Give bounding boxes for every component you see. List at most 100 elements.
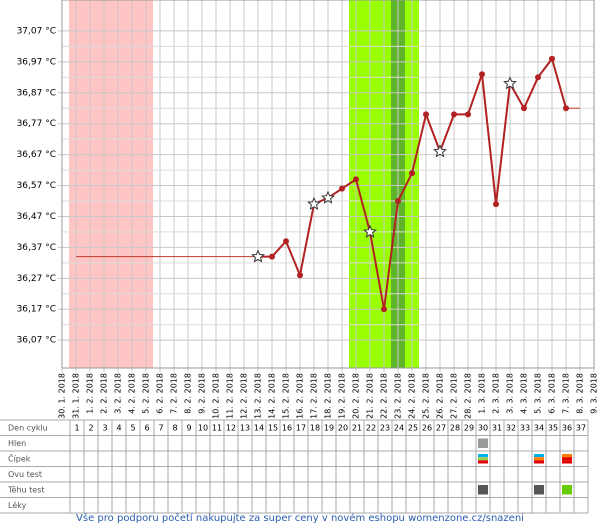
point	[395, 198, 401, 205]
day-number: 31	[492, 423, 502, 432]
day-number: 14	[254, 423, 264, 432]
footer: Vše pro podporu početí nakupujte za supe…	[76, 512, 524, 524]
day-number: 9	[186, 423, 191, 432]
day-number: 4	[116, 423, 121, 432]
day-number: 30	[478, 423, 488, 432]
x-tick-label: 15. 2. 2018	[282, 373, 291, 419]
day-number: 8	[172, 423, 177, 432]
x-tick-label: 25. 2. 2018	[422, 373, 431, 419]
table-icon	[562, 457, 572, 461]
y-tick-label: 36,47 °C	[17, 212, 56, 222]
x-tick-label: 21. 2. 2018	[366, 373, 375, 419]
day-number: 28	[450, 423, 460, 432]
x-tick-label: 1. 3. 2018	[478, 373, 487, 414]
x-tick-label: 12. 2. 2018	[240, 373, 249, 419]
day-number: 36	[562, 423, 572, 432]
star-point	[363, 224, 377, 238]
day-number: 17	[296, 423, 306, 432]
day-number: 21	[352, 423, 362, 432]
point	[339, 185, 345, 192]
day-number: 20	[338, 423, 348, 432]
x-tick-label: 6. 2. 2018	[156, 373, 165, 414]
point	[535, 74, 541, 81]
table-icon	[478, 454, 488, 458]
day-number: 3	[102, 423, 107, 432]
day-number: 1	[74, 423, 79, 432]
x-tick-label: 20. 2. 2018	[352, 373, 361, 419]
day-number: 7	[158, 423, 163, 432]
plot-border	[61, 0, 595, 369]
x-tick-label: 5. 2. 2018	[142, 373, 151, 414]
x-tick-label: 23. 2. 2018	[394, 373, 403, 419]
y-tick-label: 36,27 °C	[17, 274, 56, 284]
x-tick-label: 2. 3. 2018	[492, 373, 501, 414]
table-icon	[562, 485, 572, 495]
y-tick-label: 36,07 °C	[17, 336, 56, 346]
x-tick-label: 9. 2. 2018	[198, 373, 207, 414]
star-point	[251, 249, 265, 263]
row-label: Hlen	[8, 439, 26, 448]
x-tick-label: 4. 3. 2018	[520, 373, 529, 414]
day-number: 24	[394, 423, 404, 432]
day-number: 32	[506, 423, 516, 432]
x-tick-label: 8. 3. 2018	[576, 373, 585, 414]
point	[549, 55, 555, 62]
point	[353, 176, 359, 183]
table-icon	[478, 438, 488, 448]
x-tick-label: 17. 2. 2018	[310, 373, 319, 419]
day-number: 33	[520, 423, 530, 432]
day-number: 26	[422, 423, 432, 432]
table-icon	[534, 485, 544, 495]
star-point	[307, 196, 321, 211]
point	[297, 272, 303, 279]
day-number: 15	[268, 423, 278, 432]
day-number: 6	[144, 423, 149, 432]
point	[423, 111, 429, 118]
point	[269, 253, 275, 260]
y-tick-label: 36,97 °C	[17, 57, 56, 67]
point	[409, 170, 415, 177]
y-tick-label: 36,87 °C	[17, 88, 56, 98]
row-label: Čípek	[8, 452, 31, 463]
x-tick-label: 4. 2. 2018	[128, 373, 137, 414]
x-tick-label: 1. 2. 2018	[86, 373, 95, 414]
x-tick-label: 6. 3. 2018	[548, 373, 557, 414]
x-tick-label: 14. 2. 2018	[268, 373, 277, 419]
day-number: 37	[576, 423, 586, 432]
day-number: 10	[198, 423, 208, 432]
point	[493, 201, 499, 208]
x-tick-label: 9. 3. 2018	[590, 373, 599, 414]
day-number: 35	[548, 423, 558, 432]
y-tick-label: 36,67 °C	[17, 150, 56, 160]
row-label: Léky	[8, 500, 27, 510]
x-tick-label: 5. 3. 2018	[534, 373, 543, 414]
x-tick-label: 19. 2. 2018	[338, 373, 347, 419]
x-tick-label: 22. 2. 2018	[380, 373, 389, 419]
x-tick-label: 11. 2. 2018	[226, 373, 235, 419]
y-tick-label: 36,17 °C	[17, 305, 56, 315]
x-tick-label: 26. 2. 2018	[436, 373, 445, 419]
x-tick-label: 27. 2. 2018	[450, 373, 459, 419]
day-number: 5	[130, 423, 135, 432]
day-number: 16	[282, 423, 292, 432]
x-tick-label: 13. 2. 2018	[254, 373, 263, 419]
day-number: 12	[226, 423, 236, 432]
y-tick-label: 36,37 °C	[17, 243, 56, 253]
x-tick-label: 16. 2. 2018	[296, 373, 305, 419]
day-number: 11	[212, 423, 222, 432]
table-icon	[534, 457, 544, 461]
day-number: 34	[534, 423, 544, 432]
day-number: 13	[240, 423, 250, 432]
day-number: 25	[408, 423, 418, 432]
row-label: Ovu test	[8, 470, 42, 479]
x-tick-label: 2. 2. 2018	[100, 373, 109, 414]
table-icon	[562, 460, 572, 464]
point	[479, 71, 485, 78]
day-number: 29	[464, 423, 474, 432]
star-point	[433, 144, 447, 158]
day-number: 23	[380, 423, 390, 432]
day-number: 19	[324, 423, 334, 432]
table-icon	[534, 454, 544, 458]
x-tick-label: 8. 2. 2018	[184, 373, 193, 414]
